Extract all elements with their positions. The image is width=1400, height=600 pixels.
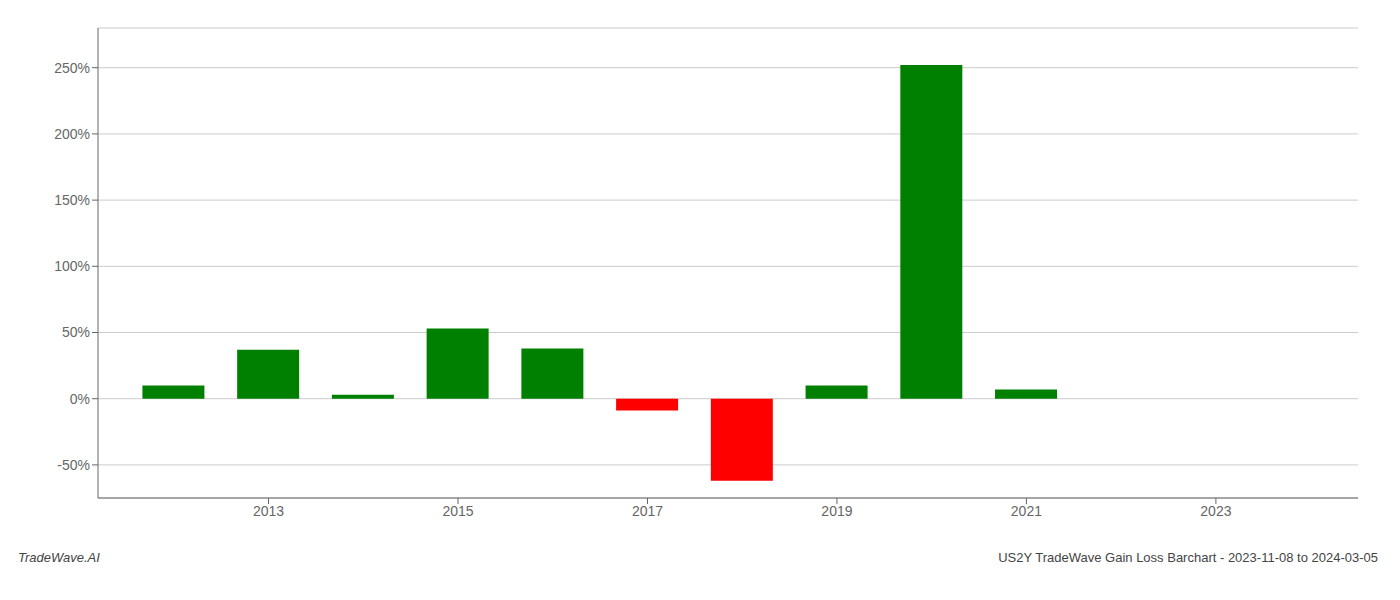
svg-text:2017: 2017 <box>632 503 663 519</box>
svg-text:2019: 2019 <box>821 503 852 519</box>
svg-text:50%: 50% <box>62 324 90 340</box>
svg-text:2021: 2021 <box>1011 503 1042 519</box>
svg-text:100%: 100% <box>54 258 90 274</box>
svg-text:200%: 200% <box>54 126 90 142</box>
svg-text:2015: 2015 <box>442 503 473 519</box>
svg-text:2023: 2023 <box>1200 503 1231 519</box>
svg-text:150%: 150% <box>54 192 90 208</box>
svg-text:-50%: -50% <box>57 457 90 473</box>
html-text:TradeWave.AI: TradeWave.AI <box>18 550 100 565</box>
svg-text:2013: 2013 <box>253 503 284 519</box>
svg-text:250%: 250% <box>54 60 90 76</box>
html-text:US2Y TradeWave Gain Loss Barch: US2Y TradeWave Gain Loss Barchart - 2023… <box>998 550 1378 565</box>
svg-text:0%: 0% <box>70 391 90 407</box>
